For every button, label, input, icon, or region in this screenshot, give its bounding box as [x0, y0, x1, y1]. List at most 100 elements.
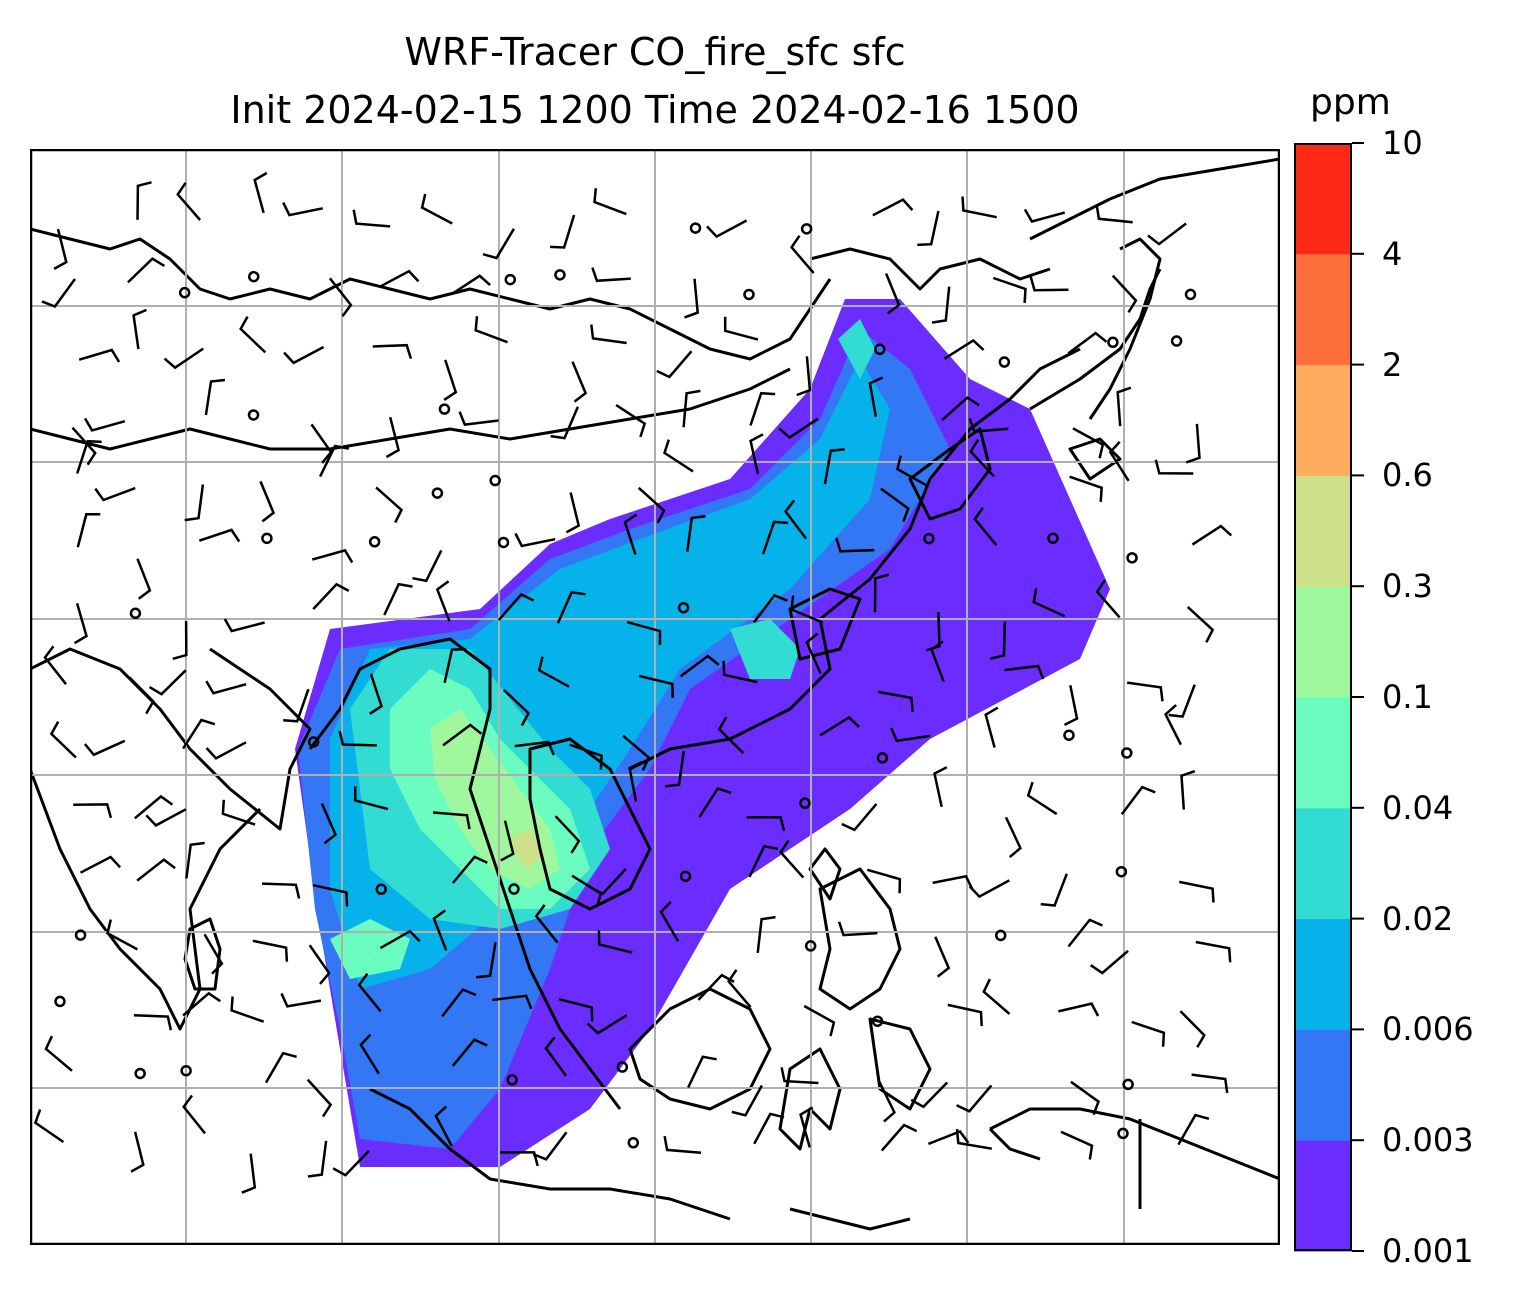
wind-barb [1179, 1010, 1206, 1048]
calm-wind-circle [129, 607, 142, 620]
wind-barb [500, 820, 515, 862]
wind-barb [637, 486, 666, 524]
calm-wind-circle [994, 929, 1007, 942]
wind-barb [204, 378, 226, 416]
wind-barb [880, 487, 910, 523]
wind-barb [727, 969, 752, 1009]
wind-barb [1095, 204, 1133, 224]
wind-barb [890, 727, 931, 743]
wind-barb [83, 417, 126, 432]
wind-barb [435, 580, 451, 622]
wind-barb [83, 739, 126, 757]
calm-wind-circle [1121, 747, 1133, 759]
colorbar-ticks [1352, 142, 1364, 1252]
wind-barb [474, 316, 508, 344]
russia-north-coastline [30, 157, 1280, 451]
sulawesi-coastline [778, 1047, 842, 1151]
wind-barb [500, 1151, 539, 1167]
korea-japan-coastline [908, 268, 1162, 521]
colorbar-segments [1294, 143, 1352, 1252]
map-panel[interactable] [30, 149, 1280, 1245]
wind-barb [182, 991, 222, 1017]
wind-barb [264, 1051, 297, 1084]
wind-barb [432, 811, 471, 830]
calm-wind-circle [1047, 532, 1059, 545]
wind-barb [482, 228, 515, 260]
wind-barb [1032, 588, 1066, 618]
wind-barb [259, 480, 276, 523]
calm-wind-circle [134, 1067, 146, 1080]
wind-barb [1126, 681, 1164, 702]
calm-wind-circle [261, 532, 273, 545]
wind-barb [252, 939, 289, 962]
wind-barb [872, 198, 914, 217]
wind-barb [475, 942, 497, 979]
wind-barb [133, 1013, 173, 1031]
wind-barb [434, 1105, 453, 1147]
calm-wind-circle [438, 403, 451, 415]
wind-barb [664, 750, 686, 788]
wind-barb [307, 1140, 328, 1178]
wind-barb [984, 706, 999, 748]
calm-wind-circle [1063, 729, 1075, 741]
colorbar-tick-label: 0.02 [1382, 899, 1454, 938]
wind-barb [261, 882, 301, 899]
wind-barb [1185, 423, 1201, 464]
colorbar-tick-label: 0.006 [1382, 1010, 1474, 1049]
wind-barb [1029, 276, 1069, 292]
calm-wind-circle [248, 270, 260, 283]
wind-barb [722, 660, 758, 684]
wind-barb [663, 439, 694, 473]
wind-barb [803, 1004, 836, 1037]
wind-barb [53, 228, 68, 270]
wind-barb [931, 286, 951, 324]
calm-wind-circle [489, 474, 501, 487]
wind-barb [205, 680, 247, 695]
colorbar-segment [1294, 1029, 1352, 1141]
calm-wind-circle [178, 286, 191, 299]
colorbar-segment [1294, 586, 1352, 698]
calm-wind-circle [679, 870, 692, 883]
wind-barb [929, 640, 945, 682]
concentration-region-level-9 [510, 829, 545, 869]
wind-barb [443, 359, 458, 401]
wind-barb [1067, 918, 1104, 948]
wind-barb [878, 1081, 896, 1123]
wind-barb [687, 1055, 717, 1089]
wind-barb [378, 269, 420, 289]
wind-barb [615, 404, 647, 438]
colorbar-segment [1294, 807, 1352, 920]
wind-barb [163, 347, 204, 370]
wind-barb [550, 214, 576, 249]
wind-barb [628, 760, 643, 802]
wind-barb [318, 444, 350, 478]
wind-barb [880, 1123, 918, 1152]
wind-barb [1111, 274, 1138, 314]
wind-barb [73, 803, 113, 819]
wind-barb [761, 520, 789, 555]
calm-wind-circle [627, 1137, 640, 1149]
calm-wind-circle [689, 222, 702, 234]
wind-barb [328, 277, 353, 317]
colorbar-tick-label: 0.3 [1382, 567, 1433, 606]
wind-barb [338, 730, 377, 747]
wind-barb [884, 273, 901, 315]
wind-barb [934, 936, 951, 978]
wind-barb [230, 996, 265, 1023]
wind-barb [79, 855, 122, 874]
wind-barb [752, 593, 788, 624]
wind-barb [451, 855, 488, 884]
calm-wind-circle [1170, 335, 1183, 347]
wind-barb [1154, 459, 1194, 475]
central-asia-border [30, 227, 832, 361]
colorbar-frame [1294, 143, 1352, 1251]
wind-barb [132, 308, 147, 350]
wind-barb [172, 621, 188, 661]
wind-barb [1063, 685, 1079, 727]
wind-barb [443, 647, 466, 684]
wind-barb [558, 997, 594, 1022]
wind-barb [910, 1081, 949, 1109]
wind-barb [663, 1135, 702, 1154]
wind-barb [136, 858, 176, 882]
wind-barb [1108, 440, 1130, 482]
